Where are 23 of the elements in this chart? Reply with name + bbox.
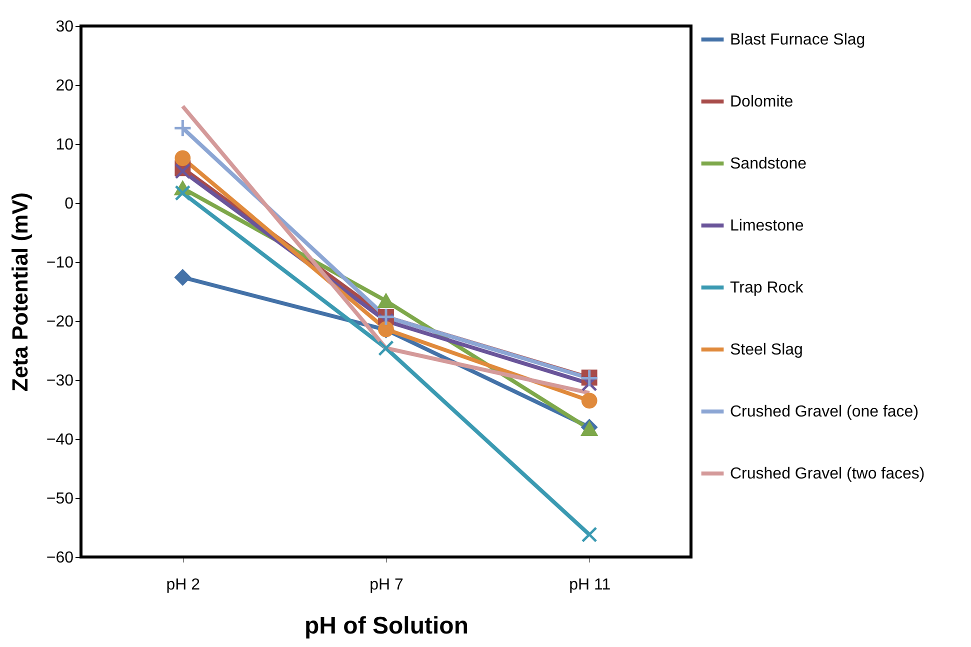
y-tick-label: 30 bbox=[56, 18, 74, 36]
legend-label: Crushed Gravel (one face) bbox=[730, 404, 919, 420]
legend-label: Limestone bbox=[730, 218, 804, 234]
y-axis-title: Zeta Potential (mV) bbox=[7, 192, 32, 392]
x-tick-label: pH 11 bbox=[569, 576, 611, 594]
y-tick-label: −40 bbox=[46, 432, 74, 448]
legend-label: Dolomite bbox=[730, 94, 794, 110]
legend-label: Trap Rock bbox=[730, 280, 804, 296]
y-tick-label: −10 bbox=[46, 254, 74, 272]
legend-label: Sandstone bbox=[730, 156, 807, 172]
y-tick-label: −60 bbox=[46, 550, 74, 566]
legend-label: Crushed Gravel (two faces) bbox=[730, 466, 925, 482]
x-tick-label: pH 7 bbox=[370, 576, 404, 594]
legend-label: Blast Furnace Slag bbox=[730, 32, 866, 48]
y-tick-label: 20 bbox=[56, 78, 74, 94]
y-tick-label: 10 bbox=[56, 136, 74, 154]
x-tick-label: pH 2 bbox=[166, 576, 200, 594]
y-tick-label: −50 bbox=[46, 490, 74, 508]
y-tick-label: −20 bbox=[46, 314, 74, 330]
y-tick-label: −30 bbox=[46, 372, 74, 390]
legend-label: Steel Slag bbox=[730, 342, 803, 358]
y-tick-label: 0 bbox=[64, 196, 74, 212]
x-axis-title: pH of Solution bbox=[304, 612, 468, 640]
